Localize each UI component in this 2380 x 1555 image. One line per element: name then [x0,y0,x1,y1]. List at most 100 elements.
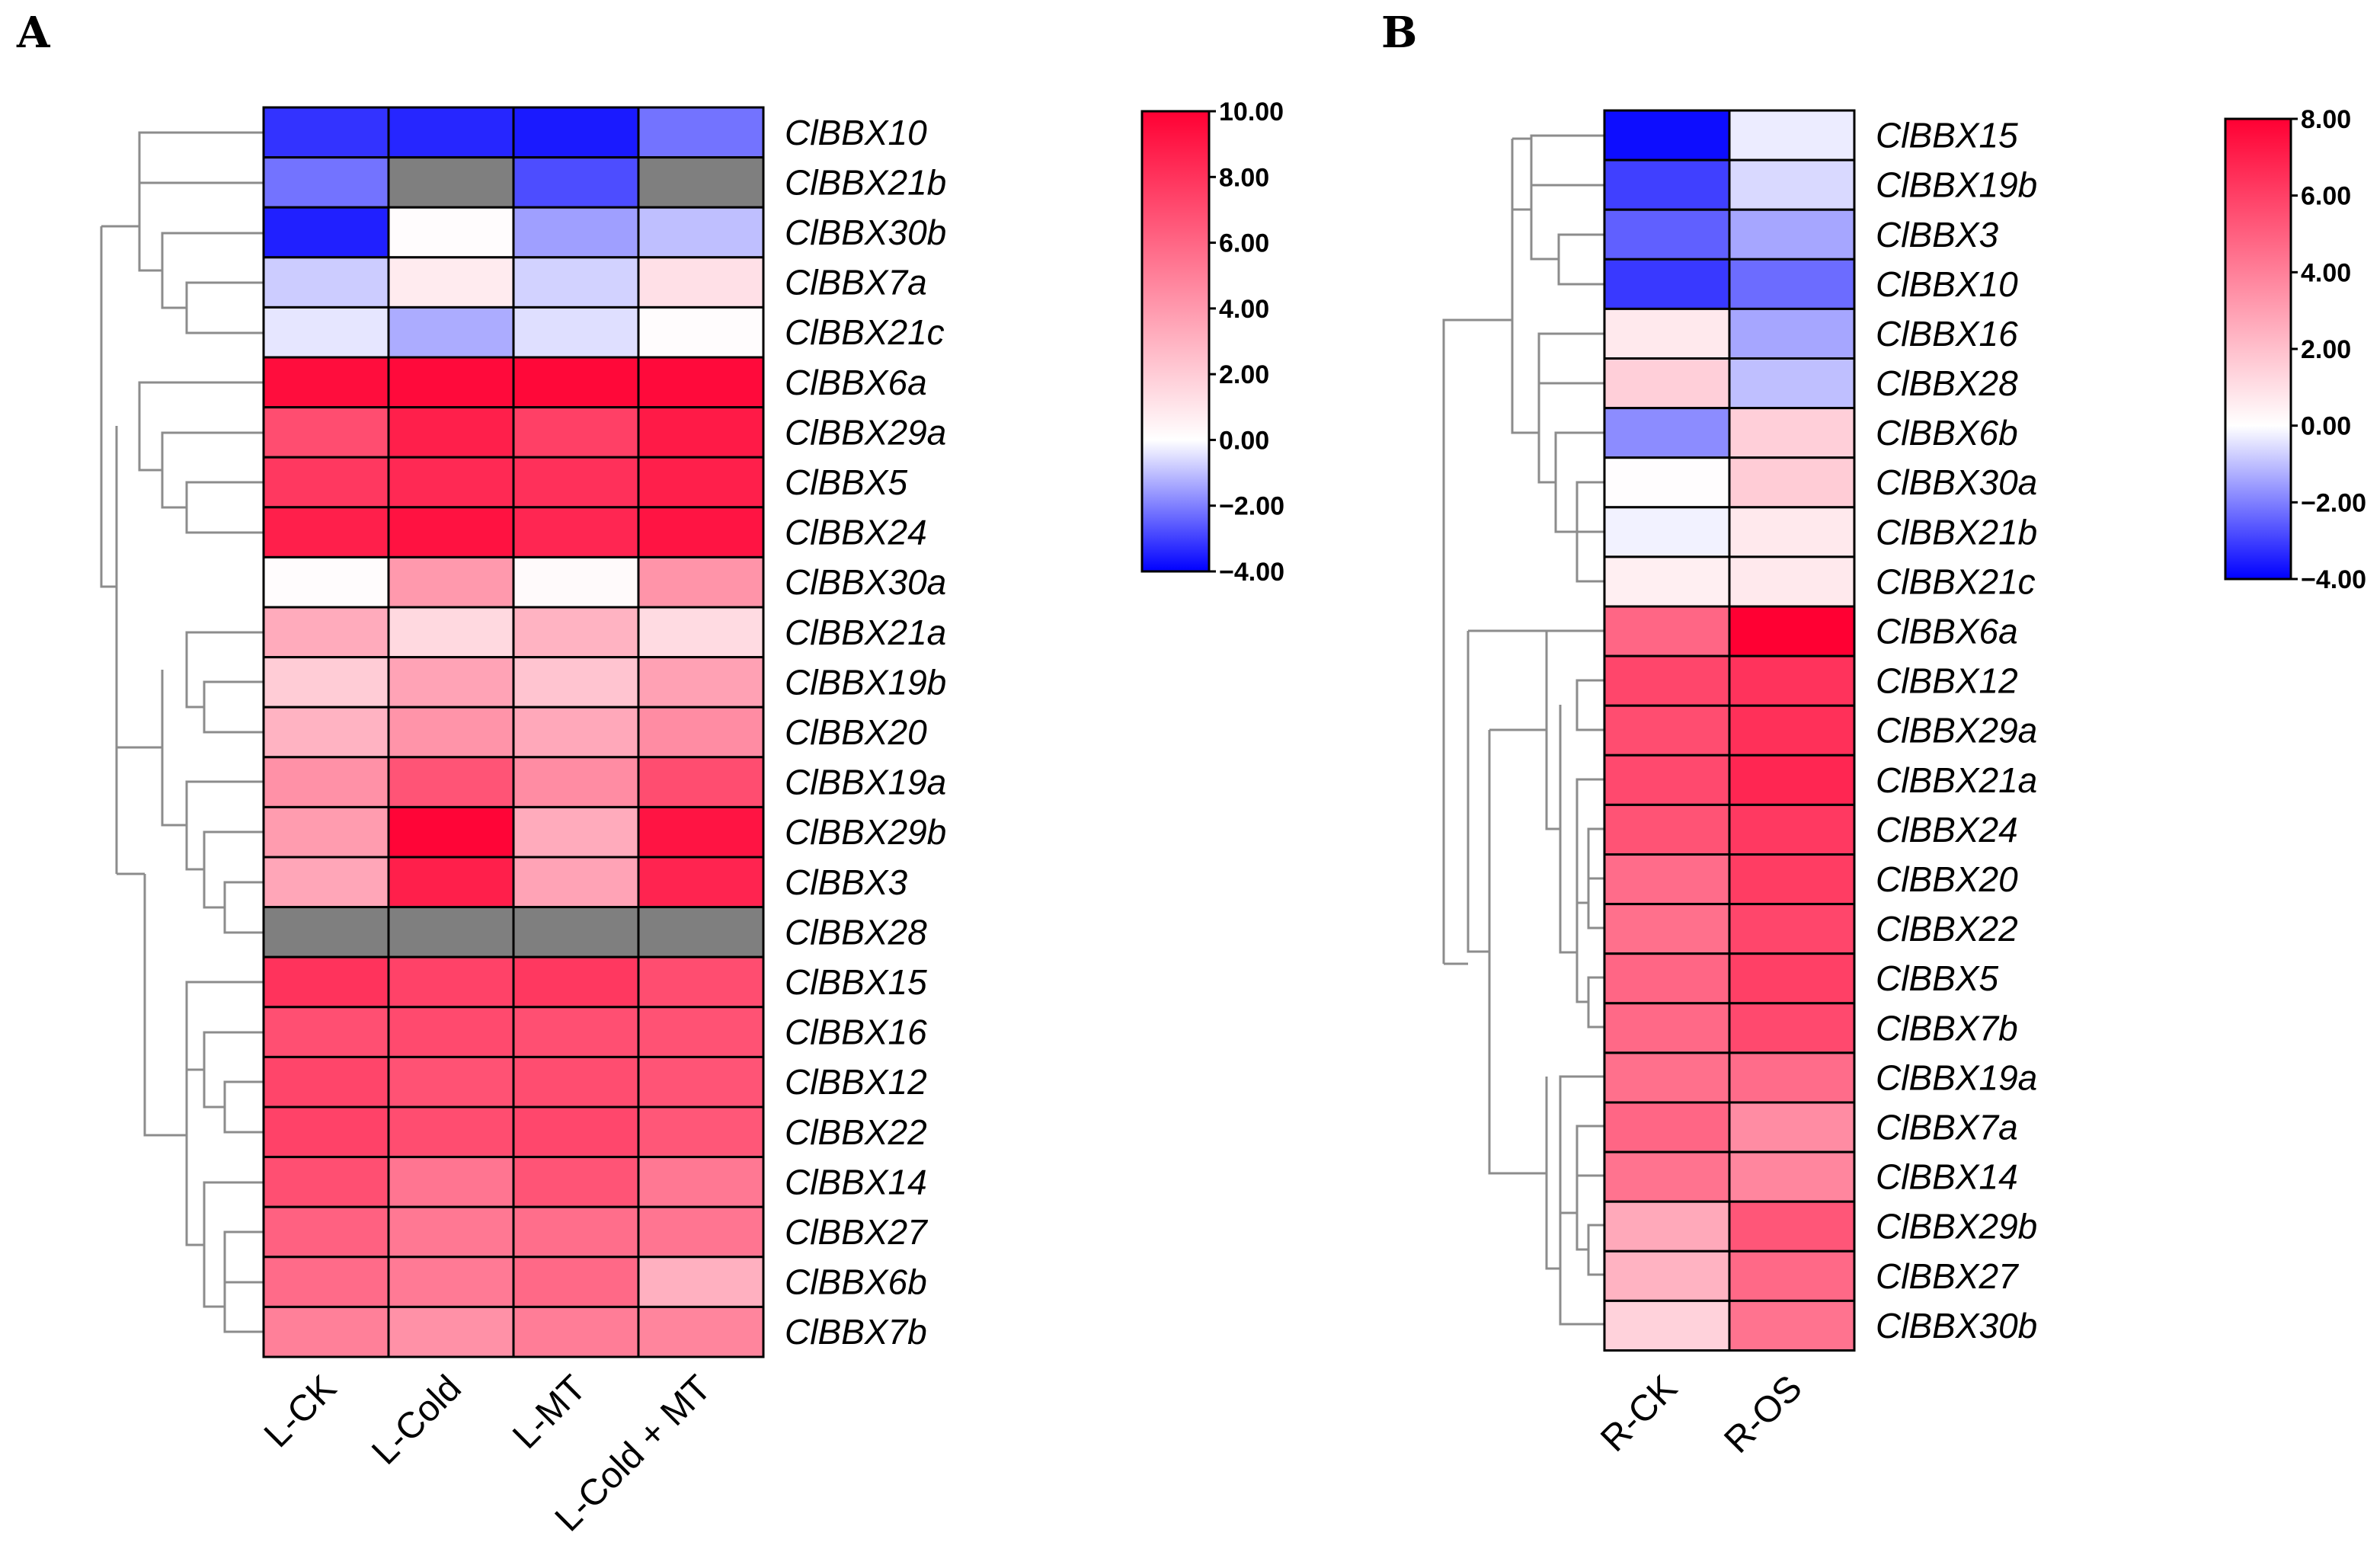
dendrogram-branch [1575,679,1604,731]
heatmap-cell [1728,654,1856,707]
heatmap-cell [387,805,515,859]
heatmap-cell [512,506,640,558]
colorbar-tick-label: −2.00 [2301,488,2366,517]
colorbar-tick-label: −2.00 [1219,492,1284,521]
heatmap-cells-a [262,106,765,1358]
dendrogram-branch [1587,1224,1604,1276]
heatmap-cell [637,1055,765,1109]
heatmap-cell [262,1256,390,1308]
dendrogram-branch [1587,878,1604,929]
heatmap-cell [1603,506,1731,558]
dendrogram-branch [185,780,264,871]
dendrogram-branch [1559,1213,1604,1326]
dendrogram-branch [1557,233,1604,286]
heatmap-cell [262,706,390,759]
dendrogram-branch [1530,185,1559,261]
heatmap-cell [1728,704,1856,757]
heatmap-cell [387,1156,515,1208]
heatmap-cell [637,805,765,859]
dendrogram-branch [1559,705,1577,954]
heatmap-cell [637,306,765,359]
colorbar-tick-label: 4.00 [2301,258,2351,287]
row-label: ClBBX6a [785,363,927,402]
heatmap-cell [1603,654,1731,707]
heatmap-cell [1603,1299,1731,1352]
heatmap-cell [1728,853,1856,906]
row-label: ClBBX5 [1876,958,1998,998]
heatmap-cell [512,306,640,359]
row-label: ClBBX15 [1876,116,2018,155]
dendrogram-branch [1488,730,1547,1175]
dendrogram-branch [203,680,264,734]
heatmap-cell [262,1156,390,1208]
panel-label-b: B [1381,8,1417,58]
dendrogram-branch [138,183,162,272]
heatmap-cell [512,156,640,209]
dendrogram-branch [1575,481,1604,533]
dendrogram-branch [1575,903,1588,1003]
colorbar-gradient [2224,117,2292,581]
dendrogram-branch [1559,1075,1604,1214]
heatmap-cell [512,1256,640,1308]
heatmap-cell [387,106,515,159]
dendrogram-branch [161,670,187,827]
heatmap-cell [387,1305,515,1358]
row-label: ClBBX21c [1876,562,2036,601]
row-label: ClBBX27 [1876,1256,2019,1296]
column-label: R-CK [1593,1368,1684,1459]
heatmap-cell [387,356,515,409]
heatmap-cell [1728,357,1856,410]
heatmap-cell [637,406,765,459]
dendrogram-branch [185,981,264,1071]
panel-label-a: A [16,8,51,58]
heatmap-cell [262,106,390,159]
heatmap-cell [262,406,390,459]
row-label: ClBBX30a [1876,462,2037,502]
colorbar-tick-label: 2.00 [1219,360,1269,389]
heatmap-cell [1603,704,1731,757]
dendrogram-branch [223,881,264,934]
heatmap-cell [262,555,390,609]
dendrogram-branch [223,1080,264,1134]
heatmap-cell [387,256,515,309]
heatmap-cell [387,955,515,1009]
heatmap-cell [1728,952,1856,1005]
heatmap-cell [262,756,390,808]
row-label: ClBBX6b [1876,413,2018,453]
row-label: ClBBX7b [785,1312,927,1352]
row-label: ClBBX28 [1876,363,2018,403]
dendrogram-branch [185,1026,204,1246]
row-label: ClBBX19a [1876,1057,2037,1097]
heatmap-cell [1728,1101,1856,1153]
heatmap-cell [1728,1150,1856,1203]
heatmap-cell [1603,208,1731,261]
heatmap-cell [1603,1200,1731,1253]
row-label: ClBBX3 [785,862,907,902]
row-label: ClBBX22 [785,1112,927,1152]
row-labels-a: ClBBX10 ClBBX21b ClBBX30b ClBBX7a ClBBX21c Cl… [785,113,946,1352]
row-label: ClBBX30b [785,213,946,252]
heatmap-cell [512,1055,640,1109]
row-dendrogram-b [1442,134,1604,1326]
heatmap-cell [1603,903,1731,955]
heatmap-cell [262,1055,390,1109]
dendrogram-branch [203,830,264,909]
heatmap-cell [512,656,640,709]
row-label: ClBBX10 [1876,264,2018,304]
heatmap-cell [262,906,390,958]
heatmap-cell [1728,1002,1856,1054]
row-label: ClBBX21b [785,162,946,202]
row-label: ClBBX21b [1876,512,2037,552]
heatmap-cell [387,756,515,808]
row-label: ClBBX14 [1876,1157,2018,1197]
heatmap-cell [1728,1249,1856,1302]
heatmap-cell [1603,952,1731,1005]
colorbar-tick-label: 4.00 [1219,295,1269,324]
heatmap-cell [262,1205,390,1259]
dendrogram-branch [143,874,187,1137]
colorbar-tick-label: −4.00 [2301,565,2366,594]
heatmap-cell [512,1205,640,1259]
heatmap-cell [637,506,765,558]
heatmap-cell [637,156,765,209]
